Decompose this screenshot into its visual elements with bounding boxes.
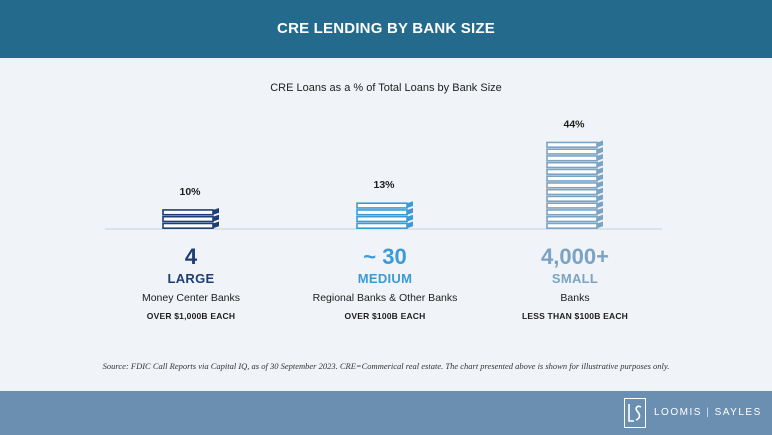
value-label-small: 44% <box>563 118 585 130</box>
bar-slab-side <box>407 201 413 208</box>
group-threshold-medium: OVER $100B EACH <box>344 311 426 321</box>
group-size-medium: MEDIUM <box>357 271 413 286</box>
bar-slab-front <box>356 202 408 209</box>
bar-slab-front <box>546 161 598 169</box>
bar-slab-front <box>546 168 598 175</box>
bar-slab-front <box>356 215 408 223</box>
bar-slab-side <box>597 140 603 148</box>
bar-slab-side <box>597 187 603 195</box>
bar-slab-side <box>597 153 603 161</box>
group-desc-small: Banks <box>560 292 590 304</box>
bar-slab-front <box>162 209 214 216</box>
bar-slab-side <box>597 194 603 202</box>
brand-name-left: LOOMIS <box>654 407 702 418</box>
bar-slab-side <box>213 221 219 229</box>
bar-slab-front <box>546 141 598 148</box>
bar-slab-side <box>597 221 603 229</box>
bar-slab-front <box>546 148 598 155</box>
bar-slab-front <box>162 215 214 223</box>
group-count-small: 4,000+ <box>541 244 609 269</box>
bar-large <box>162 207 219 229</box>
bar-slab-side <box>597 207 603 215</box>
group-count-large: 4 <box>184 244 198 269</box>
bar-slab-front <box>162 222 214 229</box>
bar-small <box>546 140 603 229</box>
bar-slab-side <box>407 207 413 215</box>
page-title: CRE LENDING BY BANK SIZE <box>277 20 495 37</box>
ls-monogram-icon <box>624 398 646 428</box>
value-label-medium: 13% <box>373 179 395 191</box>
bar-slab-front <box>546 222 598 229</box>
bar-slab-front <box>546 175 598 182</box>
group-size-small: SMALL <box>551 271 599 286</box>
bar-slab-front <box>356 222 408 229</box>
chart-title: CRE Loans as a % of Total Loans by Bank … <box>270 82 502 94</box>
bar-slab-side <box>407 221 413 229</box>
bar-slab-side <box>597 160 603 168</box>
bar-slab-side <box>407 214 413 222</box>
group-size-large: LARGE <box>167 271 215 286</box>
brand-name-right: SAYLES <box>714 407 762 418</box>
bar-chart: 10% 13% 44% <box>105 118 662 230</box>
group-threshold-large: OVER $1,000B EACH <box>146 311 236 321</box>
group-desc-large: Money Center Banks <box>141 292 241 304</box>
bar-slab-front <box>546 195 598 202</box>
bar-slab-front <box>546 209 598 216</box>
bar-slab-side <box>597 180 603 188</box>
bar-slab-side <box>597 167 603 175</box>
bar-slab-side <box>213 207 219 215</box>
bar-slab-front <box>546 202 598 209</box>
bar-slab-front <box>546 155 598 162</box>
bar-medium <box>356 201 413 229</box>
bar-slab-front <box>546 182 598 189</box>
group-desc-medium: Regional Banks & Other Banks <box>312 292 458 304</box>
group-threshold-small: LESS THAN $100B EACH <box>521 311 629 321</box>
source-note: Source: FDIC Call Reports via Capital IQ… <box>102 361 670 371</box>
value-label-large: 10% <box>179 186 201 198</box>
bar-slab-side <box>597 201 603 208</box>
bar-slab-side <box>597 147 603 154</box>
brand-separator: | <box>706 407 711 418</box>
bar-slab-side <box>597 214 603 222</box>
brand-logo-text: LOOMIS | SAYLES <box>654 407 762 418</box>
bar-slab-front <box>356 209 408 216</box>
bar-slab-side <box>597 174 603 181</box>
bar-slab-front <box>546 215 598 223</box>
group-count-medium: ~ 30 <box>363 244 407 269</box>
bar-slab-front <box>546 188 598 196</box>
bar-slab-side <box>213 214 219 222</box>
header-bar: CRE LENDING BY BANK SIZE <box>0 0 772 58</box>
